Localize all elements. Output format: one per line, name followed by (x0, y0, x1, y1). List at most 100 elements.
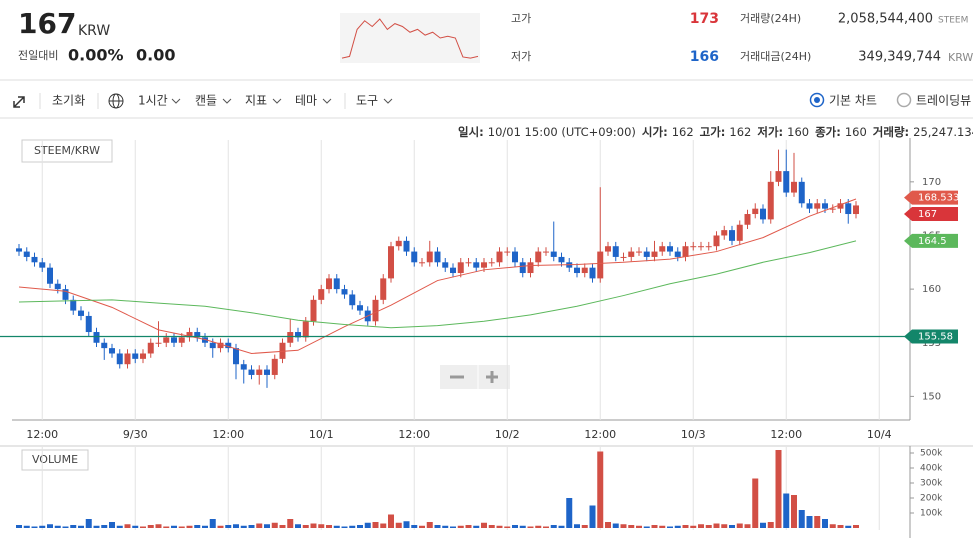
volume-bar (760, 522, 766, 528)
volume-bar (620, 524, 627, 528)
candle-body (496, 251, 503, 263)
volume-bar (16, 525, 22, 528)
high-value: 173 (690, 11, 719, 27)
chart-mode[interactable]: 트레이딩뷰 (916, 94, 971, 108)
volume-value: 2,058,544,400 (838, 12, 933, 27)
volume-bar (62, 526, 69, 528)
volume-bar (597, 451, 604, 528)
candle-body (70, 299, 77, 311)
toolbar-item[interactable]: 캔들 (195, 94, 217, 108)
volume-bar (798, 510, 805, 528)
dropdown-chevrons (171, 98, 393, 104)
candle-body (93, 332, 100, 343)
candle-body (341, 289, 348, 295)
x-tick-label: 10/1 (309, 428, 334, 441)
toolbar-item[interactable]: 1시간 (138, 94, 168, 108)
volume-bar (31, 526, 38, 528)
candle-body (705, 246, 712, 248)
symbol: STEEM/KRW (34, 144, 100, 157)
radio-selected[interactable] (809, 92, 825, 108)
candle-body (256, 369, 263, 375)
toolbar-item[interactable]: 도구 (356, 94, 378, 108)
info-label: 종가: (815, 125, 841, 139)
candle-body (101, 342, 108, 349)
volume-bar (124, 524, 131, 528)
x-tick-label: 12:00 (26, 428, 58, 441)
candle-body (380, 278, 387, 300)
candle-body (47, 267, 53, 284)
y-tick-label: 170 (922, 177, 941, 188)
y-tick-label: 150 (922, 391, 941, 402)
volume-bar (333, 525, 340, 528)
price-tag (904, 190, 958, 205)
info-label: 시가: (642, 125, 668, 139)
volume-bar (574, 524, 580, 528)
toolbar-item[interactable]: 초기화 (52, 94, 85, 108)
volume-bar (264, 524, 270, 528)
candle-body (682, 246, 689, 257)
candle-body (403, 240, 410, 252)
candle-body (798, 181, 805, 204)
toolbar-item[interactable]: 지표 (245, 94, 267, 108)
candle-body (736, 224, 743, 241)
x-tick-label: 12:00 (398, 428, 430, 441)
candle-body (620, 256, 627, 258)
volume-bar (775, 450, 782, 528)
candle-body (271, 358, 278, 375)
volume-bar (674, 525, 681, 528)
globe-icon[interactable] (108, 93, 124, 109)
ohlc-info: 일시: 10/01 15:00 (UTC+09:00) 시가: 162 고가: 162 저가… (458, 125, 973, 139)
info-value: 162 (672, 125, 694, 139)
volume-bar (736, 523, 743, 528)
chart-mode[interactable]: 기본 차트 (829, 94, 877, 108)
volume-bar (225, 525, 232, 528)
candle-body (814, 203, 821, 209)
candle-body (287, 332, 294, 343)
candle-body (194, 332, 201, 338)
candle-body (543, 251, 549, 253)
volume-bar (70, 525, 77, 528)
candle-body (643, 251, 650, 257)
volume-bar (721, 524, 728, 528)
info-value: 10/01 15:00 (UTC+09:00) (488, 125, 636, 139)
volume-bar (636, 525, 642, 528)
candle-body (775, 171, 782, 182)
radio[interactable] (896, 92, 912, 108)
volume-bar (372, 522, 379, 528)
volume-bar (256, 523, 263, 528)
candle-body (326, 278, 332, 290)
price-tag-label: 164.5 (918, 236, 947, 247)
zoom-buttons[interactable] (440, 365, 510, 389)
expand-icon[interactable] (13, 96, 25, 108)
candle-body (791, 181, 797, 193)
candle-body (155, 342, 162, 344)
x-tick-label: 10/3 (681, 428, 706, 441)
volume-bar (411, 525, 418, 528)
candle-body (721, 230, 728, 236)
volume-bar (853, 525, 859, 528)
volume-bar (643, 526, 650, 528)
candle-body (806, 203, 813, 209)
radio-dot (814, 97, 820, 103)
candle-body (202, 337, 208, 343)
volume-bar (388, 514, 394, 528)
candle-body (473, 262, 480, 268)
volume-bar (186, 525, 193, 528)
toolbar-item[interactable]: 테마 (295, 94, 317, 108)
volume-bar (783, 493, 790, 528)
candle-body (612, 246, 619, 257)
candle-body (310, 299, 317, 322)
candle-body (54, 283, 61, 290)
candle-body (434, 251, 441, 263)
value-label: 거래대금(24H) (740, 50, 811, 63)
candle-body (589, 267, 596, 279)
candle-body (783, 171, 790, 193)
candle-body (713, 235, 720, 247)
candle-body (744, 214, 751, 225)
volume-bar (744, 524, 751, 528)
volume-bar (612, 523, 619, 528)
volume-bar (690, 525, 697, 528)
volume-bar (23, 525, 30, 528)
info-value: 160 (787, 125, 809, 139)
